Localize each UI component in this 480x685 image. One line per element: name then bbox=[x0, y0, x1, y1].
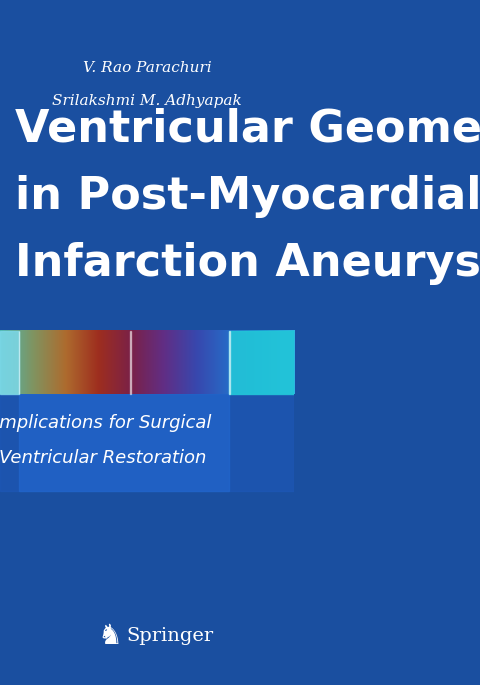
Text: Srilakshmi M. Adhyapak: Srilakshmi M. Adhyapak bbox=[52, 95, 242, 108]
Bar bbox=[229, 331, 294, 394]
Text: in Post-Myocardial: in Post-Myocardial bbox=[15, 175, 480, 219]
Text: V. Rao Parachuri: V. Rao Parachuri bbox=[83, 62, 211, 75]
Text: Infarction Aneurysms: Infarction Aneurysms bbox=[15, 242, 480, 286]
Text: Springer: Springer bbox=[127, 627, 214, 645]
Bar bbox=[0, 331, 19, 394]
Bar bbox=[19, 394, 229, 491]
Text: Ventricular Restoration: Ventricular Restoration bbox=[0, 449, 206, 466]
Text: Ventricular Geometry: Ventricular Geometry bbox=[15, 108, 480, 151]
Bar bbox=[130, 331, 131, 394]
Bar bbox=[229, 331, 230, 394]
Text: ♞: ♞ bbox=[97, 622, 122, 649]
Bar bbox=[0, 394, 294, 491]
Text: Implications for Surgical: Implications for Surgical bbox=[0, 414, 212, 432]
